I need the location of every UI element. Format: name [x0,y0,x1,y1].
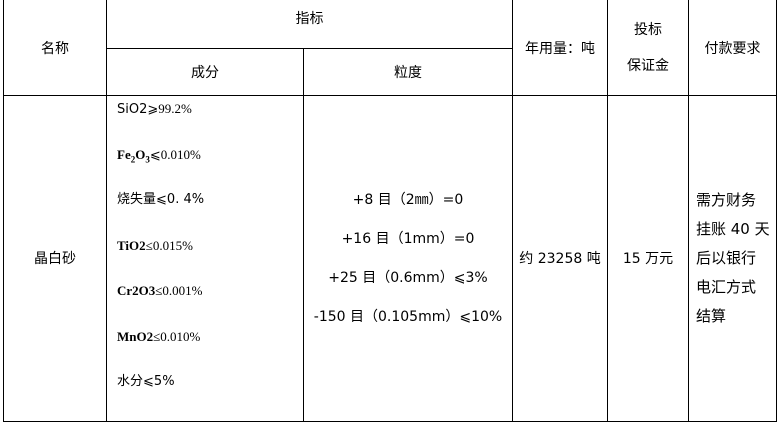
annual-usage: 约 23258 吨 [512,95,608,422]
composition-item: Cr2O3≤0.001% [117,283,203,298]
composition-item: SiO2⩾99.2% [117,101,192,117]
composition-item: 水分⩽5% [117,374,175,389]
payment-line: 电汇方式 [696,277,757,296]
payment-line: 需方财务 [696,190,757,209]
specification-table: 名称 指标 年用量：吨 投标 保证金 付款要求 成分 粒度 晶白砂 SiO2⩾9… [3,0,777,422]
granularity-item: +16 目（1mm）=0 [341,230,475,247]
header-name: 名称 [3,0,107,96]
table-row: 晶白砂 SiO2⩾99.2% Fe2O3⩽0.010% 烧失量⩽0. 4% Ti… [3,95,777,422]
granularity-cell: +8 目（2㎜）=0 +16 目（1mm）=0 +25 目（0.6mm）⩽3% … [303,95,513,422]
composition-item: MnO2≤0.010% [117,328,201,344]
header-payment-terms: 付款要求 [688,0,777,96]
granularity-item: +8 目（2㎜）=0 [352,191,464,208]
composition-item: TiO2≤0.015% [117,237,193,253]
granularity-item: -150 目（0.105mm）⩽10% [313,308,503,325]
granularity-item: +25 目（0.6mm）⩽3% [328,269,488,286]
header-indicator: 指标 [106,0,513,49]
product-name: 晶白砂 [3,95,107,422]
composition-cell: SiO2⩾99.2% Fe2O3⩽0.010% 烧失量⩽0. 4% TiO2≤0… [106,95,304,422]
bid-deposit: 15 万元 [607,95,689,422]
header-composition: 成分 [106,48,304,96]
header-bid-deposit-line2: 保证金 [627,57,669,74]
payment-line: 挂账 40 天 [696,219,770,238]
payment-line: 结算 [696,306,727,325]
payment-terms: 需方财务 挂账 40 天 后以银行 电汇方式 结算 [688,95,777,422]
header-annual-usage: 年用量：吨 [512,0,608,96]
composition-item: 烧失量⩽0. 4% [117,192,205,207]
header-bid-deposit-line1: 投标 [634,21,662,38]
payment-line: 后以银行 [696,248,757,267]
header-bid-deposit: 投标 保证金 [607,0,689,96]
header-granularity: 粒度 [303,48,513,96]
composition-item: Fe2O3⩽0.010% [117,146,201,165]
